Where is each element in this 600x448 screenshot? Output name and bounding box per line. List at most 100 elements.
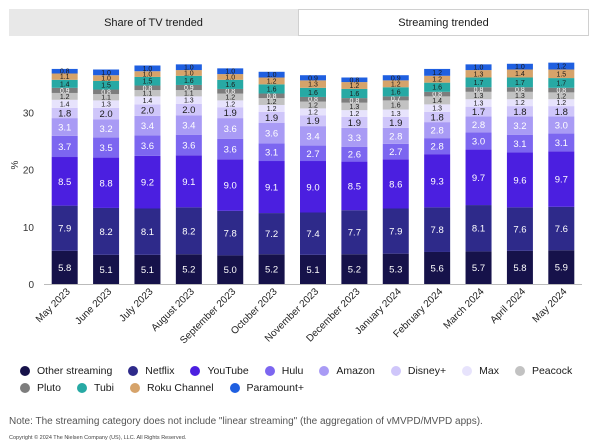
legend-label: Max <box>479 365 499 377</box>
data-label: 1.6 <box>225 82 235 89</box>
data-label: 5.7 <box>472 263 485 274</box>
data-label: 1.2 <box>432 70 442 77</box>
data-label: 8.1 <box>472 224 485 235</box>
bar-segment <box>93 207 120 255</box>
data-label: 1.6 <box>184 78 194 85</box>
data-label: 0.8 <box>515 87 525 94</box>
bar-segment <box>465 70 492 78</box>
data-label: 1.0 <box>143 72 153 79</box>
data-label: 1.2 <box>350 111 360 118</box>
bar-segment <box>93 119 120 138</box>
data-label: 0.8 <box>308 97 318 104</box>
bar-segment <box>217 93 244 101</box>
legend-label: Peacock <box>531 365 573 377</box>
data-label: 1.9 <box>265 113 278 124</box>
data-label: 1.7 <box>472 107 485 118</box>
bar-segment <box>258 77 285 85</box>
data-label: 1.3 <box>474 100 484 107</box>
data-label: 3.1 <box>58 122 71 133</box>
data-label: 1.8 <box>555 107 568 118</box>
data-label: 3.0 <box>472 137 485 148</box>
data-label: 1.2 <box>60 94 70 101</box>
data-label: 7.4 <box>306 229 319 240</box>
data-label: 5.8 <box>58 263 71 274</box>
data-label: 3.4 <box>306 131 319 142</box>
data-label: 8.5 <box>58 177 71 188</box>
bar-segment <box>175 70 202 76</box>
data-label: 0.8 <box>474 87 484 94</box>
bar-segment <box>341 77 368 83</box>
data-label: 1.5 <box>101 83 111 90</box>
bar-segment <box>93 89 120 95</box>
data-label: 8.5 <box>348 181 361 192</box>
bar-segment <box>506 91 533 100</box>
data-label: 1.3 <box>515 93 525 100</box>
bar-segment <box>300 126 326 146</box>
bar-segment <box>93 75 120 81</box>
bar-segment <box>341 254 368 284</box>
bar-segment <box>93 254 120 284</box>
data-label: 1.6 <box>308 90 318 97</box>
data-label: 3.4 <box>182 120 195 131</box>
bar-segment <box>382 75 409 81</box>
bar-segment <box>175 64 202 71</box>
bar-segment <box>134 85 161 91</box>
data-label: 0.9 <box>60 88 70 95</box>
data-label: 0.8 <box>60 69 70 76</box>
bar-segment <box>134 96 161 105</box>
data-label: 8.2 <box>99 227 112 238</box>
legend-item: Roku Channel <box>129 380 214 396</box>
legend-item: YouTube <box>190 363 249 379</box>
data-label: 1.2 <box>308 109 318 116</box>
bar-segment <box>341 98 368 103</box>
legend-swatch <box>190 366 201 376</box>
data-label: 9.2 <box>141 178 154 189</box>
bar-segment <box>258 98 285 105</box>
bar-segment <box>548 92 575 100</box>
bar-segment <box>382 116 409 128</box>
data-label: 2.0 <box>99 109 112 120</box>
legend-item: Paramount+ <box>229 380 304 396</box>
bar-segment <box>51 68 78 74</box>
data-label: 5.0 <box>224 265 237 276</box>
bar-segment <box>424 207 451 252</box>
bar-segment <box>548 106 575 117</box>
bar-segment <box>51 73 78 80</box>
data-label: 1.7 <box>556 80 566 87</box>
bar-segment <box>258 122 285 144</box>
bar-segment <box>134 135 161 156</box>
bar-segment <box>217 255 244 284</box>
bar-segment <box>300 115 326 127</box>
bar-segment <box>548 69 575 79</box>
bar-segment <box>424 251 451 284</box>
data-label: 5.9 <box>555 263 568 274</box>
data-label: 7.6 <box>513 225 526 236</box>
data-label: 7.6 <box>555 224 568 235</box>
tab-streaming-trended[interactable]: Streaming trended <box>298 9 589 36</box>
data-label: 1.8 <box>431 112 444 123</box>
data-label: 1.1 <box>184 91 194 98</box>
data-label: 7.9 <box>389 227 402 238</box>
data-label: 1.3 <box>474 71 484 78</box>
bar-segment <box>217 107 244 119</box>
legend-item: Peacock <box>514 363 573 379</box>
data-label: 1.7 <box>474 80 484 87</box>
legend-item: Other streaming <box>20 363 112 379</box>
tab-share-of-tv-trended[interactable]: Share of TV trended <box>9 9 298 36</box>
bar-segment <box>93 94 120 101</box>
data-label: 1.0 <box>225 74 235 81</box>
bar-segment <box>175 155 202 208</box>
bar-segment <box>300 212 326 255</box>
bar-segment <box>175 96 202 104</box>
legend-item: Amazon <box>319 363 375 379</box>
x-tick-label: July 2023 <box>118 286 156 324</box>
data-label: 2.6 <box>348 150 361 161</box>
legend-swatch <box>319 366 330 376</box>
bar-segment <box>424 104 451 112</box>
bar-segment <box>382 143 409 160</box>
data-label: 2.0 <box>182 105 195 116</box>
data-label: 2.8 <box>472 120 485 131</box>
legend-swatch <box>390 366 401 376</box>
bar-segment <box>217 159 244 211</box>
bar-segment <box>93 137 120 158</box>
